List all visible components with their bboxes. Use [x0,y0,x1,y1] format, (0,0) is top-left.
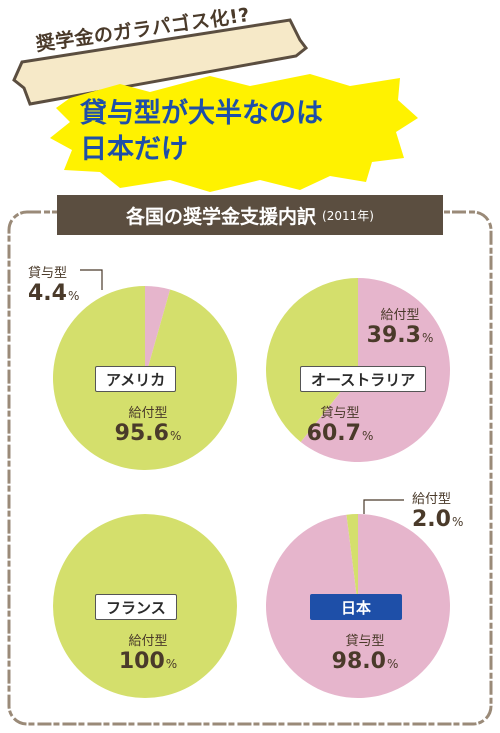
japan-kyufu-name: 給付型 [412,492,452,507]
usa-kyufu-name: 給付型 [128,406,168,421]
country-label-australia: オーストラリア [300,366,427,392]
panel-title: 各国の奨学金支援内訳 [126,205,317,228]
france-kyufu-label: 給付型 100% [108,630,188,674]
panel-title-bar: 各国の奨学金支援内訳 (2011年) [57,195,443,235]
country-label-france: フランス [95,594,177,620]
pie-slice-usa-taiyo [145,286,171,378]
usa-taiyo-name: 貸与型 [28,266,68,281]
header-tag-board [12,18,309,106]
japan-taiyo-name: 貸与型 [345,634,385,649]
japan-kyufu-value: 2.0 [412,507,451,532]
headline: 貸与型が大半なのは 日本だけ [80,96,323,168]
pie-slice-japan-kyufu [346,514,358,606]
headline-line1: 貸与型が大半なのは [80,98,323,129]
japan-kyufu-unit: % [451,515,464,529]
usa-kyufu-label: 給付型 95.6% [108,402,188,446]
usa-kyufu-unit: % [169,429,182,443]
panel-title-year: (2011年) [322,208,374,223]
headline-line2: 日本だけ [80,134,188,165]
japan-taiyo-label: 貸与型 98.0% [320,630,410,674]
aus-taiyo-name: 貸与型 [320,406,360,421]
usa-taiyo-value: 4.4 [28,281,67,306]
headline-burst [50,74,418,192]
aus-taiyo-label: 貸与型 60.7% [300,402,380,446]
france-kyufu-name: 給付型 [128,634,168,649]
france-kyufu-unit: % [165,657,178,671]
leader-usa-taiyo [80,269,103,290]
aus-taiyo-unit: % [361,429,374,443]
pie-slice-australia-kyufu [266,278,358,442]
usa-kyufu-value: 95.6 [114,421,169,446]
japan-taiyo-value: 98.0 [331,649,386,674]
aus-taiyo-value: 60.7 [306,421,361,446]
country-label-japan: 日本 [310,594,402,620]
france-kyufu-value: 100 [118,649,165,674]
aus-kyufu-label: 給付型 39.3% [360,304,440,348]
aus-kyufu-unit: % [421,331,434,345]
aus-kyufu-name: 給付型 [380,308,420,323]
aus-kyufu-value: 39.3 [366,323,421,348]
usa-taiyo-label: 貸与型 4.4% [28,262,79,306]
leader-japan-kyufu [363,499,404,514]
country-label-usa: アメリカ [95,366,177,392]
japan-taiyo-unit: % [386,657,399,671]
japan-kyufu-label: 給付型 2.0% [412,488,463,532]
usa-taiyo-unit: % [67,289,80,303]
